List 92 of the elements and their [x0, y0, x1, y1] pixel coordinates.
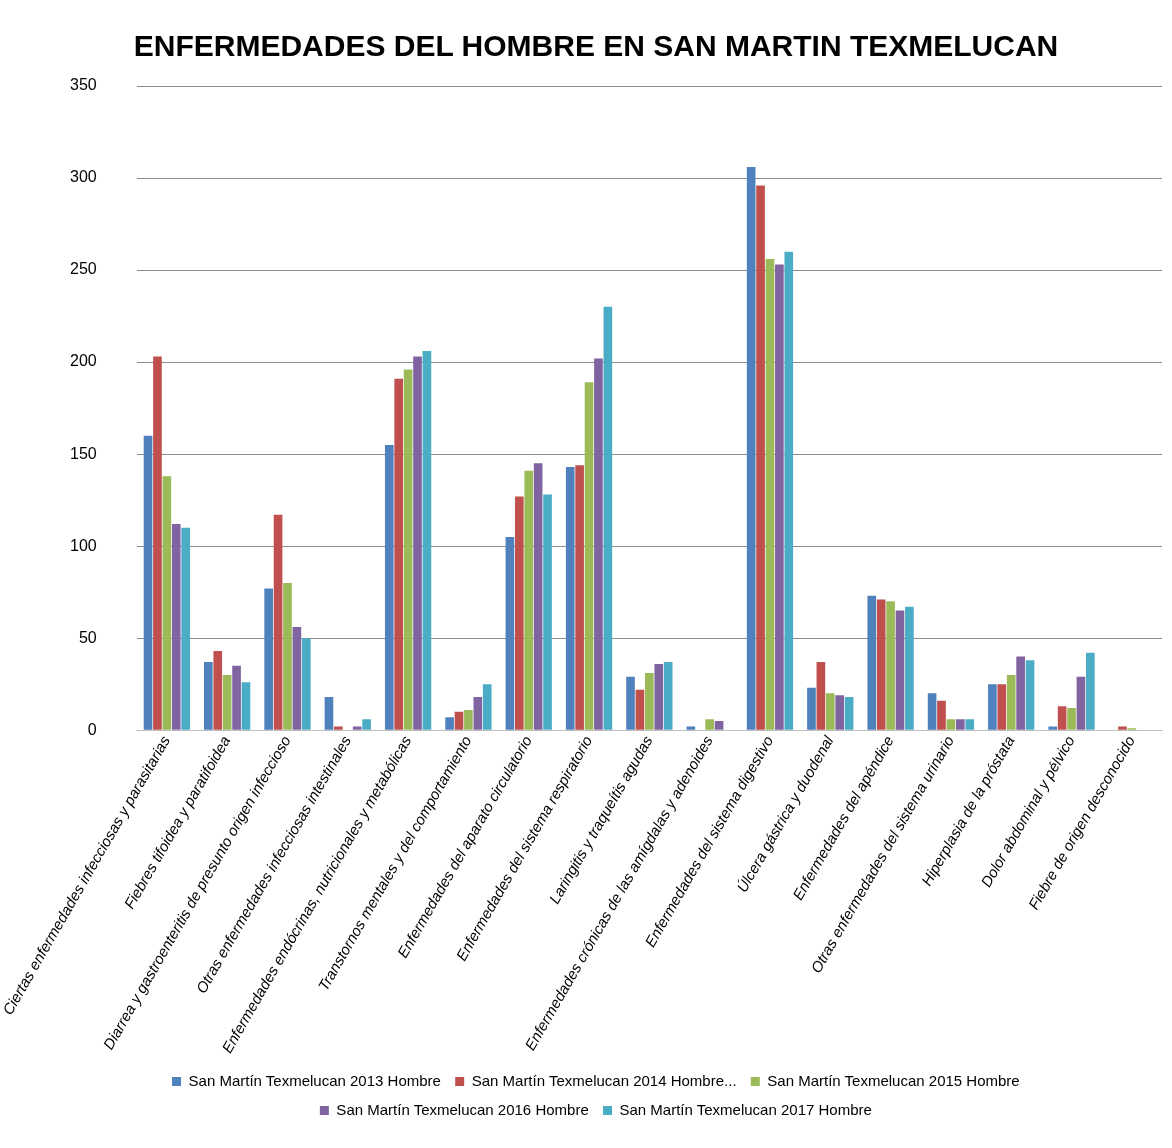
bar	[905, 606, 914, 730]
bar	[422, 351, 432, 730]
y-tick-label: 50	[78, 628, 97, 646]
bar	[1067, 708, 1076, 730]
bar	[937, 700, 946, 730]
bar	[232, 665, 241, 730]
bar	[171, 524, 181, 730]
bar	[603, 306, 613, 730]
bar	[886, 601, 895, 730]
bar	[283, 582, 292, 730]
bar	[714, 720, 724, 730]
bar	[162, 476, 172, 730]
bar	[324, 697, 334, 730]
bar	[825, 693, 835, 730]
bar	[334, 726, 343, 730]
bar	[273, 514, 283, 730]
bar	[264, 588, 273, 730]
bar	[1025, 660, 1035, 730]
y-tick-label: 300	[69, 168, 97, 186]
bar	[965, 719, 975, 730]
bar	[895, 610, 905, 730]
bar	[204, 662, 213, 730]
bar	[464, 709, 473, 730]
bar	[473, 697, 483, 730]
bar	[946, 719, 956, 730]
bar	[997, 684, 1007, 730]
y-tick-label: 100	[69, 536, 97, 554]
bar	[663, 662, 673, 730]
bar	[445, 717, 454, 730]
bar	[927, 693, 937, 730]
bar	[241, 682, 251, 730]
legend-label: San Martín Texmelucan 2017 Hombre	[619, 1100, 872, 1118]
bar	[543, 494, 552, 730]
bar	[394, 378, 404, 730]
bar	[384, 444, 394, 730]
bar	[626, 676, 635, 730]
bar	[784, 251, 794, 730]
bar	[575, 465, 584, 730]
bar	[765, 259, 775, 730]
y-tick-label: 250	[69, 260, 97, 278]
bar	[362, 719, 371, 730]
bar	[454, 711, 464, 730]
bar	[1076, 676, 1086, 730]
bar	[505, 536, 515, 730]
bar	[756, 185, 765, 730]
bar	[835, 695, 845, 730]
legend-label: San Martín Texmelucan 2014 Hombre...	[471, 1071, 737, 1089]
bar	[584, 382, 594, 730]
bar	[635, 689, 645, 730]
bar	[292, 627, 302, 730]
bar	[594, 358, 603, 730]
bar	[988, 684, 997, 730]
bar	[352, 726, 362, 730]
bar	[705, 719, 714, 730]
bar	[533, 463, 543, 730]
bar	[482, 684, 492, 730]
bar	[654, 663, 664, 730]
bar	[686, 726, 696, 730]
bar	[514, 496, 524, 730]
bar	[413, 356, 422, 730]
bar	[1057, 706, 1067, 730]
bar	[645, 673, 654, 730]
chart-title: ENFERMEDADES DEL HOMBRE EN SAN MARTIN TEXMELUCAN	[133, 29, 1059, 63]
legend-label: San Martín Texmelucan 2016 Hombre	[336, 1100, 589, 1118]
y-tick-label: 200	[69, 352, 97, 370]
y-tick-label: 150	[69, 444, 97, 462]
bar	[1118, 726, 1127, 730]
bar	[807, 687, 816, 730]
bar	[746, 166, 756, 730]
bar	[876, 599, 886, 730]
bar	[955, 719, 965, 730]
y-tick-label: 0	[87, 720, 97, 738]
bar	[1086, 652, 1095, 730]
bar	[1048, 726, 1058, 730]
bar	[143, 435, 153, 730]
bar	[222, 674, 232, 730]
bar	[524, 470, 534, 730]
bar	[816, 662, 826, 730]
bar	[1016, 656, 1025, 730]
bar	[403, 369, 413, 730]
legend-label: San Martín Texmelucan 2013 Hombre	[188, 1071, 441, 1089]
bar	[181, 527, 190, 730]
legend-label: San Martín Texmelucan 2015 Hombre	[767, 1071, 1020, 1089]
bar	[844, 697, 854, 730]
bar	[213, 651, 223, 730]
bar	[153, 356, 162, 730]
bar	[1006, 674, 1016, 730]
bar	[301, 638, 311, 730]
bar	[867, 595, 877, 730]
y-tick-label: 350	[69, 76, 97, 94]
bar	[565, 466, 575, 730]
bar	[775, 264, 784, 730]
